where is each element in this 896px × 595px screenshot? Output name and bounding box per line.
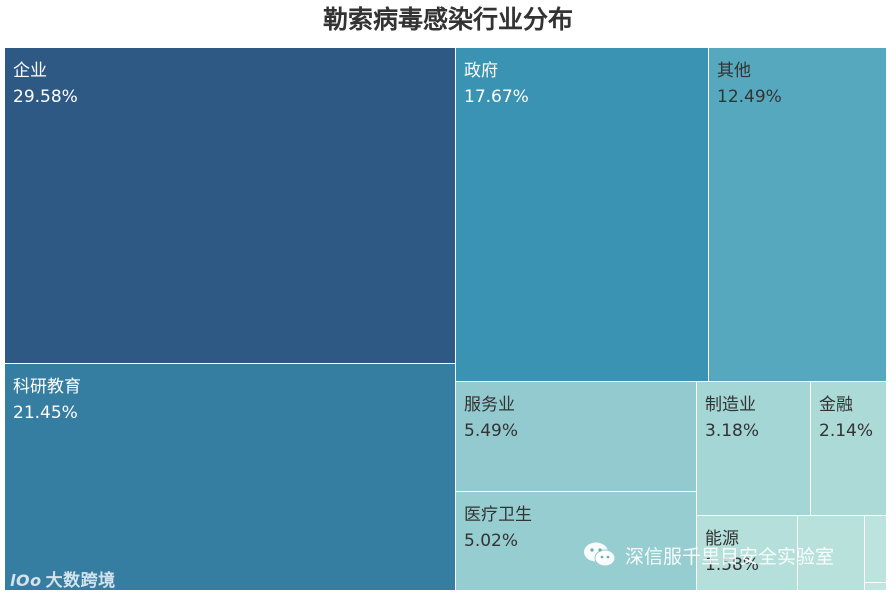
cell-name: 制造业 [705,395,756,415]
treemap-cell-能源: 能源 1.58% [697,516,798,591]
treemap-cell-科研教育: 科研教育 21.45% [5,364,456,591]
cell-name: 企业 [13,61,47,81]
cell-name: 科研教育 [13,377,81,397]
cell-name: 其他 [717,61,751,81]
cell-percentage: 2.14% [819,421,874,441]
cell-percentage: 21.45% [13,403,78,423]
watermark-sangfor: 深信服千里目安全实验室 [583,541,834,569]
treemap-cell-minor [865,583,887,591]
cell-percentage: 17.67% [464,87,529,107]
cell-name: 服务业 [464,395,515,415]
treemap-cell-minor [798,516,865,591]
treemap-cell-服务业: 服务业 5.49% [456,382,697,492]
cell-percentage: 5.49% [464,421,519,441]
cell-percentage: 3.18% [705,421,760,441]
cell-percentage: 1.58% [705,555,760,575]
treemap-cell-minor [865,516,887,583]
treemap-cell-医疗卫生: 医疗卫生 5.02% [456,492,697,591]
watermark-left-text: 大数跨境 [45,571,116,591]
watermark-right-text: 深信服千里目安全实验室 [625,545,835,568]
cell-name: 政府 [464,61,498,81]
treemap-cell-金融: 金融 2.14% [811,382,887,516]
cell-name: 能源 [705,529,739,549]
treemap-cell-制造业: 制造业 3.18% [697,382,811,516]
treemap-cell-企业: 企业 29.58% [5,48,456,364]
chart-title: 勒索病毒感染行业分布 [322,5,573,34]
cell-percentage: 29.58% [13,87,78,107]
cell-percentage: 12.49% [717,87,782,107]
treemap-cell-政府: 政府 17.67% [456,48,709,382]
cell-name: 医疗卫生 [464,505,532,525]
cell-name: 金融 [819,395,853,415]
wechat-icon [584,542,616,567]
treemap-cell-其他: 其他 12.49% [709,48,887,382]
cell-percentage: 5.02% [464,531,519,551]
watermark-dashuju: lOo 大数跨境 [10,566,116,591]
watermark-logo: lOo [10,571,42,590]
